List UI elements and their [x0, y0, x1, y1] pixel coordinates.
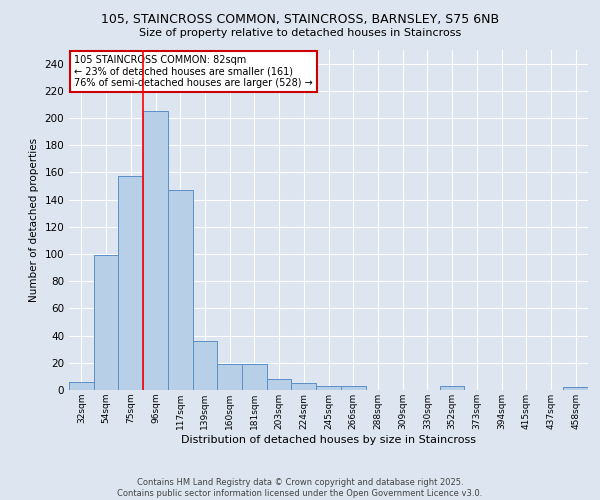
Bar [69, 382, 94, 390]
Bar [94, 256, 118, 390]
Text: 105, STAINCROSS COMMON, STAINCROSS, BARNSLEY, S75 6NB: 105, STAINCROSS COMMON, STAINCROSS, BARN… [101, 12, 499, 26]
Bar [217, 364, 242, 390]
Y-axis label: Number of detached properties: Number of detached properties [29, 138, 39, 302]
Bar [316, 386, 341, 390]
Bar [440, 386, 464, 390]
Bar [143, 111, 168, 390]
Bar [168, 190, 193, 390]
Bar [193, 341, 217, 390]
X-axis label: Distribution of detached houses by size in Staincross: Distribution of detached houses by size … [181, 434, 476, 444]
Bar [242, 364, 267, 390]
Text: 105 STAINCROSS COMMON: 82sqm
← 23% of detached houses are smaller (161)
76% of s: 105 STAINCROSS COMMON: 82sqm ← 23% of de… [74, 55, 313, 88]
Bar [341, 386, 365, 390]
Bar [118, 176, 143, 390]
Text: Size of property relative to detached houses in Staincross: Size of property relative to detached ho… [139, 28, 461, 38]
Bar [292, 383, 316, 390]
Bar [563, 388, 588, 390]
Bar [267, 379, 292, 390]
Text: Contains HM Land Registry data © Crown copyright and database right 2025.
Contai: Contains HM Land Registry data © Crown c… [118, 478, 482, 498]
